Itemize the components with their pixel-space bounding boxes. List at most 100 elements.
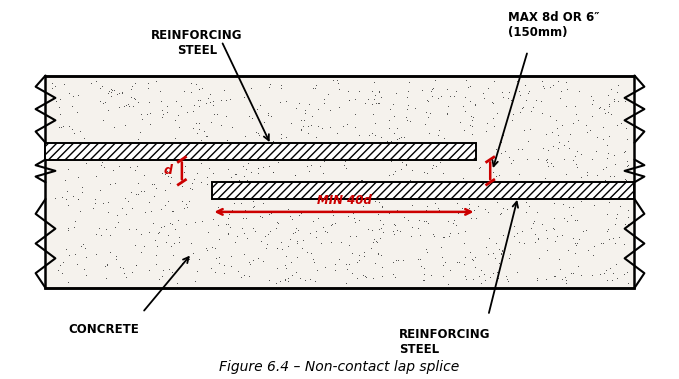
Point bbox=[434, 127, 445, 133]
Point bbox=[473, 273, 484, 279]
Point bbox=[172, 112, 183, 118]
Point bbox=[226, 174, 237, 180]
Point bbox=[541, 235, 552, 241]
Point bbox=[568, 157, 579, 163]
Point bbox=[69, 251, 80, 257]
Point bbox=[307, 113, 318, 119]
Point bbox=[295, 117, 306, 124]
Point bbox=[150, 252, 161, 258]
Point bbox=[126, 86, 136, 92]
Point bbox=[76, 189, 87, 195]
Point bbox=[522, 138, 533, 144]
Point bbox=[437, 169, 448, 175]
Point bbox=[367, 130, 378, 136]
Point bbox=[303, 168, 314, 174]
Point bbox=[543, 163, 553, 169]
Point bbox=[426, 165, 437, 171]
Point bbox=[285, 259, 296, 265]
Point bbox=[599, 177, 610, 183]
Point bbox=[143, 229, 154, 235]
Point bbox=[244, 259, 255, 265]
Point bbox=[259, 119, 270, 125]
Point bbox=[170, 98, 181, 104]
Point bbox=[468, 257, 479, 263]
Point bbox=[361, 274, 371, 280]
Point bbox=[484, 274, 495, 280]
Point bbox=[311, 267, 322, 273]
Point bbox=[372, 211, 383, 217]
Point bbox=[313, 215, 324, 221]
Point bbox=[466, 117, 477, 123]
Point bbox=[154, 88, 165, 94]
Point bbox=[492, 110, 503, 116]
Point bbox=[383, 210, 394, 216]
Point bbox=[376, 94, 387, 100]
Point bbox=[276, 85, 287, 91]
Point bbox=[443, 218, 454, 224]
Point bbox=[377, 204, 388, 210]
Point bbox=[131, 262, 142, 268]
Point bbox=[95, 161, 106, 168]
Point bbox=[499, 147, 510, 153]
Point bbox=[608, 98, 619, 104]
Point bbox=[306, 162, 317, 168]
Point bbox=[621, 177, 631, 183]
Point bbox=[147, 181, 158, 187]
Point bbox=[540, 227, 551, 233]
Point bbox=[101, 260, 112, 266]
Point bbox=[519, 127, 530, 133]
Point bbox=[293, 227, 304, 233]
Point bbox=[330, 219, 341, 226]
Point bbox=[341, 266, 352, 273]
Point bbox=[370, 199, 381, 205]
Point bbox=[533, 235, 544, 241]
Point bbox=[469, 101, 480, 107]
Point bbox=[463, 84, 474, 90]
Point bbox=[162, 168, 172, 174]
Point bbox=[213, 204, 223, 210]
Point bbox=[106, 93, 117, 99]
Point bbox=[426, 94, 437, 100]
Point bbox=[156, 206, 167, 212]
Point bbox=[371, 100, 382, 106]
Point bbox=[433, 95, 443, 101]
Point bbox=[79, 245, 90, 251]
Point bbox=[103, 90, 113, 96]
Point bbox=[253, 255, 263, 261]
Point bbox=[246, 116, 257, 122]
Point bbox=[158, 111, 168, 117]
Point bbox=[213, 221, 223, 227]
Point bbox=[383, 172, 394, 178]
Point bbox=[238, 94, 249, 100]
Point bbox=[430, 77, 441, 83]
Point bbox=[449, 94, 460, 100]
Point bbox=[167, 208, 178, 214]
Point bbox=[434, 207, 445, 213]
Point bbox=[369, 79, 380, 85]
Point bbox=[207, 102, 218, 108]
Point bbox=[444, 267, 455, 273]
Point bbox=[460, 254, 471, 260]
Point bbox=[191, 120, 202, 126]
Point bbox=[238, 230, 249, 236]
Point bbox=[555, 95, 566, 101]
Point bbox=[285, 209, 296, 215]
Point bbox=[162, 174, 173, 180]
Point bbox=[79, 266, 90, 272]
Point bbox=[208, 111, 219, 117]
Point bbox=[135, 111, 146, 117]
Point bbox=[505, 160, 516, 166]
Point bbox=[423, 114, 434, 120]
Point bbox=[123, 101, 134, 107]
Point bbox=[416, 263, 426, 269]
Point bbox=[235, 200, 246, 206]
Point bbox=[154, 276, 165, 282]
Point bbox=[397, 159, 407, 165]
Point bbox=[525, 108, 536, 114]
Point bbox=[421, 249, 432, 255]
Point bbox=[358, 203, 369, 209]
Point bbox=[439, 259, 450, 265]
Point bbox=[156, 99, 167, 105]
Point bbox=[435, 159, 446, 165]
Point bbox=[384, 106, 395, 112]
